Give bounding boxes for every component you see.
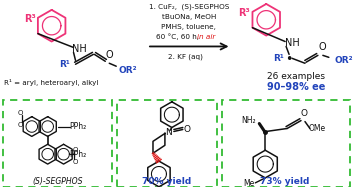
Text: NH₂: NH₂: [241, 116, 256, 125]
Text: OR²: OR²: [119, 66, 137, 75]
Text: OMe: OMe: [308, 124, 326, 133]
Text: N: N: [165, 128, 172, 137]
Text: O: O: [73, 159, 78, 165]
Polygon shape: [39, 144, 56, 164]
Text: 73% yield: 73% yield: [261, 177, 310, 186]
Text: O: O: [17, 110, 23, 116]
Text: 2. KF (aq): 2. KF (aq): [168, 53, 203, 60]
Text: R³: R³: [239, 8, 250, 18]
Text: 26 examples: 26 examples: [267, 72, 325, 81]
Text: R³: R³: [24, 14, 36, 24]
Text: PPh₂: PPh₂: [70, 150, 87, 159]
Text: O: O: [300, 109, 307, 118]
Text: tBuONa, MeOH: tBuONa, MeOH: [162, 14, 216, 20]
Polygon shape: [38, 10, 65, 42]
Text: (S)-SEGPHOS: (S)-SEGPHOS: [32, 177, 83, 186]
Text: OR²: OR²: [334, 56, 353, 65]
Text: in air: in air: [197, 34, 216, 40]
Text: PMHS, toluene,: PMHS, toluene,: [161, 24, 216, 30]
Text: NH: NH: [72, 44, 87, 54]
Text: •: •: [285, 53, 293, 66]
FancyBboxPatch shape: [117, 100, 217, 187]
Text: O: O: [17, 122, 23, 128]
Text: 60 °C, 60 h,: 60 °C, 60 h,: [156, 33, 201, 40]
FancyBboxPatch shape: [222, 100, 350, 187]
Text: PPh₂: PPh₂: [70, 122, 87, 131]
Text: 70% yield: 70% yield: [142, 177, 191, 186]
Polygon shape: [253, 150, 277, 178]
Text: O: O: [183, 125, 190, 134]
Text: NH: NH: [285, 39, 299, 49]
Polygon shape: [252, 4, 280, 36]
Text: R¹ = aryl, heteroaryl, alkyl: R¹ = aryl, heteroaryl, alkyl: [4, 79, 98, 86]
Text: 90–98% ee: 90–98% ee: [267, 82, 325, 92]
Text: O: O: [73, 147, 78, 153]
Text: O: O: [318, 43, 326, 52]
Text: R¹: R¹: [273, 54, 284, 63]
FancyBboxPatch shape: [3, 100, 112, 187]
Text: Me: Me: [244, 179, 255, 188]
Polygon shape: [39, 117, 56, 136]
Polygon shape: [148, 161, 170, 187]
Polygon shape: [23, 117, 40, 136]
Polygon shape: [55, 144, 72, 164]
Polygon shape: [161, 102, 183, 128]
Text: O: O: [105, 50, 113, 60]
Text: R¹: R¹: [59, 60, 70, 69]
Text: 1. CuF₂,  (S)-SEGPHOS: 1. CuF₂, (S)-SEGPHOS: [148, 4, 229, 10]
